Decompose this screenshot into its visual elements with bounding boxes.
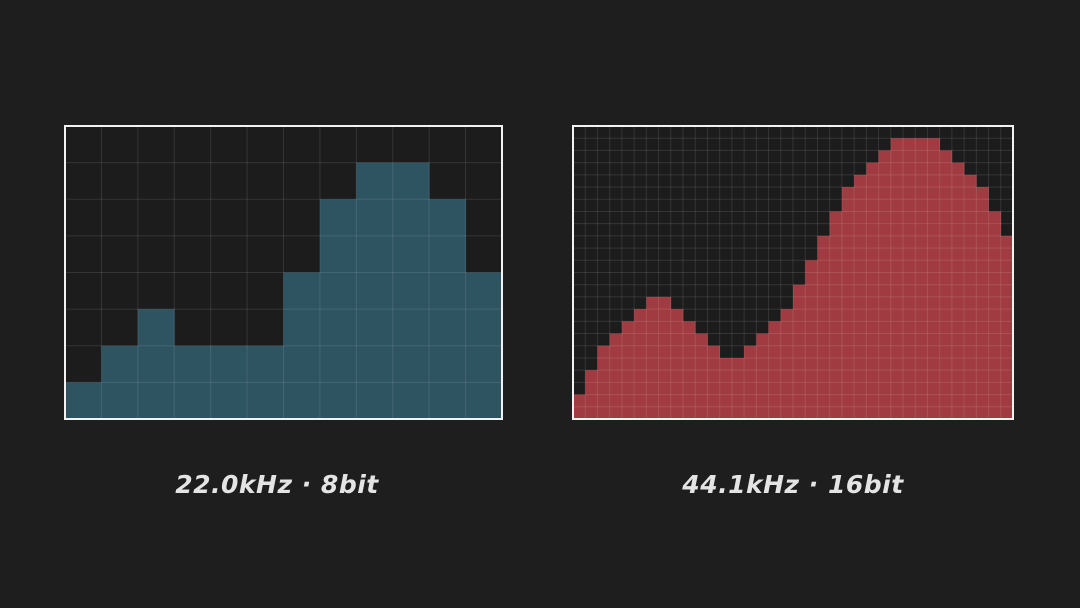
sample-bar	[805, 260, 818, 419]
sample-bar	[793, 284, 806, 419]
panel-border	[64, 125, 503, 420]
sample-bar	[695, 333, 708, 419]
sample-bar	[1000, 235, 1014, 419]
panel-label: 22.0kHz · 8bit	[175, 470, 379, 499]
sample-bar	[283, 272, 321, 419]
sample-bar	[744, 345, 757, 419]
panel-border	[572, 125, 1014, 420]
sample-bar	[65, 382, 102, 419]
sample-bar	[392, 162, 430, 419]
sample-bar	[903, 138, 916, 420]
sample-bar	[878, 150, 892, 419]
sample-bar	[951, 162, 965, 419]
sample-bar	[719, 357, 733, 419]
sample-bar	[137, 309, 175, 419]
sample-bar	[988, 211, 1002, 419]
sample-bar	[927, 138, 940, 420]
sample-bar	[756, 333, 769, 419]
sample-bar	[658, 296, 672, 419]
sample-bar	[683, 321, 696, 419]
sample-bar	[707, 345, 720, 419]
sample-bar	[597, 345, 610, 419]
sample-bar	[670, 309, 684, 419]
sample-bar	[319, 199, 357, 419]
sample-bar	[976, 187, 989, 419]
sample-bar	[429, 199, 466, 419]
sample-bar	[731, 357, 745, 419]
sample-bar	[939, 150, 953, 419]
panel-label: 44.1kHz · 16bit	[681, 470, 904, 499]
sample-bar	[634, 309, 647, 419]
sample-bar	[210, 345, 248, 419]
sample-bar	[780, 309, 794, 419]
sample-bar	[609, 333, 623, 419]
sample-bar	[890, 138, 904, 420]
sample-bar	[356, 162, 394, 419]
sample-bar	[829, 211, 843, 419]
panel	[572, 125, 1014, 420]
sample-bar	[964, 174, 977, 419]
sample-bar	[174, 345, 211, 419]
sample-bar	[854, 174, 867, 419]
sample-bar	[585, 370, 598, 419]
panel	[64, 125, 503, 420]
sample-bar	[573, 394, 586, 419]
sample-bar	[915, 138, 928, 420]
sample-bar	[768, 321, 782, 419]
sample-bar	[465, 272, 503, 419]
sample-bar	[247, 345, 284, 419]
sample-bar	[866, 162, 879, 419]
sample-bar	[817, 235, 830, 419]
sample-bar	[101, 345, 139, 419]
sample-bar	[841, 187, 855, 419]
sample-bar	[621, 321, 635, 419]
sample-bar	[646, 296, 659, 419]
